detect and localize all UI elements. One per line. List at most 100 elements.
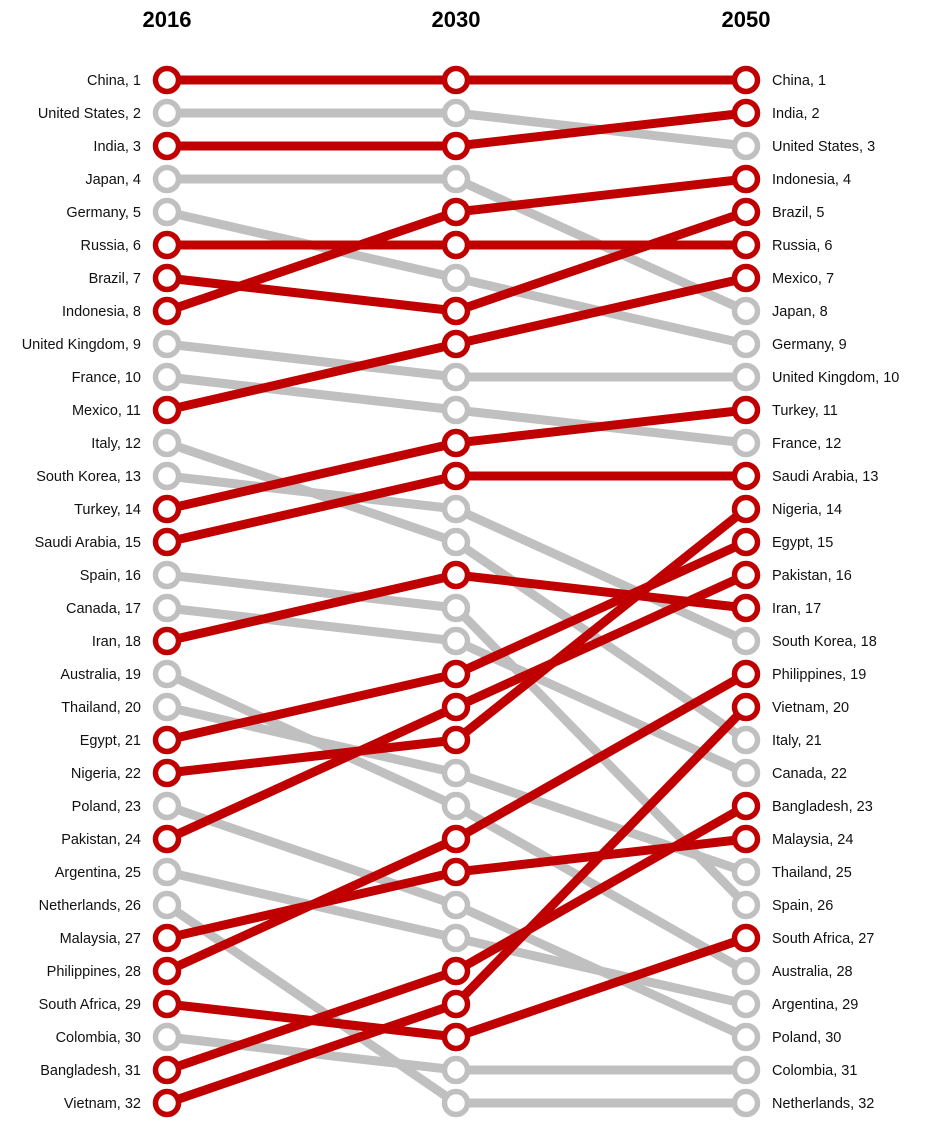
label-2050-iran: Iran, 17 [772,601,821,617]
rank-marker-italy-2030 [441,527,471,557]
rank-marker-bangladesh-2030 [441,956,471,986]
rank-marker-nigeria-2016 [152,758,182,788]
label-2050-japan: Japan, 8 [772,304,828,320]
label-2016-brazil: Brazil, 7 [89,271,141,287]
rank-marker-australia-2030 [441,791,471,821]
rank-marker-russia-2050 [731,230,761,260]
label-2016-germany: Germany, 5 [66,205,141,221]
rank-marker-malaysia-2050 [731,824,761,854]
label-2016-indonesia: Indonesia, 8 [62,304,141,320]
rank-marker-iran-2050 [731,593,761,623]
rank-marker-spain-2016 [152,560,182,590]
rank-marker-united-states-2050 [731,131,761,161]
rank-marker-united-kingdom-2016 [152,329,182,359]
rank-marker-philippines-2030 [441,824,471,854]
rank-marker-china-2030 [441,65,471,95]
label-2016-pakistan: Pakistan, 24 [61,832,141,848]
label-2050-south-africa: South Africa, 27 [772,931,874,947]
rank-marker-poland-2016 [152,791,182,821]
rank-marker-south-africa-2016 [152,989,182,1019]
label-2050-germany: Germany, 9 [772,337,847,353]
rank-marker-poland-2050 [731,1022,761,1052]
rank-marker-brazil-2016 [152,263,182,293]
label-2016-japan: Japan, 4 [85,172,141,188]
label-2050-bangladesh: Bangladesh, 23 [772,799,873,815]
rank-marker-philippines-2050 [731,659,761,689]
label-2016-egypt: Egypt, 21 [80,733,141,749]
label-2016-philippines: Philippines, 28 [47,964,141,980]
label-2016-argentina: Argentina, 25 [55,865,141,881]
rank-marker-egypt-2050 [731,527,761,557]
rank-marker-australia-2016 [152,659,182,689]
rank-marker-france-2016 [152,362,182,392]
rank-marker-bangladesh-2050 [731,791,761,821]
rank-marker-united-states-2016 [152,98,182,128]
label-2050-south-korea: South Korea, 18 [772,634,877,650]
rank-marker-thailand-2050 [731,857,761,887]
label-2050-italy: Italy, 21 [772,733,822,749]
labels-2050-group: China, 1 United States, 3 India, 2 Japan, 8… [772,73,899,1112]
rank-marker-russia-2030 [441,230,471,260]
rank-marker-nigeria-2030 [441,725,471,755]
rank-marker-south-korea-2030 [441,494,471,524]
rank-marker-germany-2030 [441,263,471,293]
column-header-2050: 2050 [722,7,771,32]
label-2016-united-states: United States, 2 [38,106,141,122]
rank-marker-saudi-arabia-2030 [441,461,471,491]
label-2016-spain: Spain, 16 [80,568,141,584]
rank-marker-malaysia-2016 [152,923,182,953]
rank-marker-italy-2050 [731,725,761,755]
rank-marker-australia-2050 [731,956,761,986]
rank-marker-canada-2030 [441,626,471,656]
label-2016-nigeria: Nigeria, 22 [71,766,141,782]
rank-marker-canada-2016 [152,593,182,623]
label-2016-turkey: Turkey, 14 [74,502,141,518]
rank-marker-brazil-2030 [441,296,471,326]
rank-marker-japan-2050 [731,296,761,326]
label-2016-australia: Australia, 19 [60,667,141,683]
rank-marker-united-kingdom-2050 [731,362,761,392]
label-2050-thailand: Thailand, 25 [772,865,852,881]
label-2050-colombia: Colombia, 31 [772,1063,857,1079]
rank-marker-malaysia-2030 [441,857,471,887]
label-2050-argentina: Argentina, 29 [772,997,858,1013]
rank-marker-turkey-2050 [731,395,761,425]
rank-marker-india-2050 [731,98,761,128]
label-2050-spain: Spain, 26 [772,898,833,914]
label-2050-pakistan: Pakistan, 16 [772,568,852,584]
label-2016-india: India, 3 [93,139,141,155]
label-2050-mexico: Mexico, 7 [772,271,834,287]
label-2016-south-korea: South Korea, 13 [36,469,141,485]
label-2016-thailand: Thailand, 20 [61,700,141,716]
label-2050-netherlands: Netherlands, 32 [772,1096,874,1112]
rank-marker-thailand-2016 [152,692,182,722]
rank-marker-united-kingdom-2030 [441,362,471,392]
column-header-2016: 2016 [143,7,192,32]
rank-marker-germany-2050 [731,329,761,359]
rank-marker-saudi-arabia-2016 [152,527,182,557]
label-2050-china: China, 1 [772,73,826,89]
rank-marker-indonesia-2030 [441,197,471,227]
rank-marker-saudi-arabia-2050 [731,461,761,491]
rank-marker-vietnam-2050 [731,692,761,722]
rank-marker-poland-2030 [441,890,471,920]
label-2016-netherlands: Netherlands, 26 [39,898,141,914]
rank-marker-netherlands-2030 [441,1088,471,1118]
rank-marker-japan-2030 [441,164,471,194]
label-2016-italy: Italy, 12 [91,436,141,452]
rank-marker-india-2016 [152,131,182,161]
label-2016-vietnam: Vietnam, 32 [64,1096,141,1112]
rank-marker-colombia-2016 [152,1022,182,1052]
column-header-2030: 2030 [432,7,481,32]
label-2016-south-africa: South Africa, 29 [39,997,141,1013]
rank-marker-argentina-2030 [441,923,471,953]
rank-marker-vietnam-2030 [441,989,471,1019]
rank-marker-mexico-2016 [152,395,182,425]
series-line-turkey [162,405,751,514]
rank-marker-south-africa-2030 [441,1022,471,1052]
rank-marker-china-2050 [731,65,761,95]
rank-marker-thailand-2030 [441,758,471,788]
label-2050-malaysia: Malaysia, 24 [772,832,853,848]
rank-marker-argentina-2050 [731,989,761,1019]
